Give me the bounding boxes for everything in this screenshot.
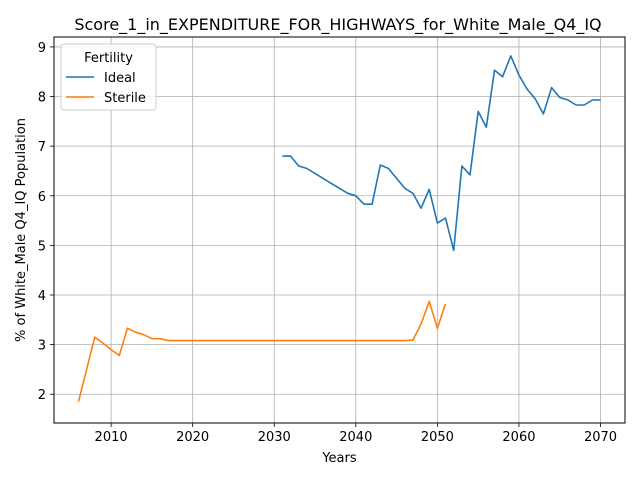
y-tick-label: 9 [38, 41, 46, 56]
x-axis: 2010 2020 2030 2040 2050 2060 2070 [95, 423, 617, 445]
y-tick-label: 7 [38, 140, 46, 155]
series-line-sterile [77, 300, 447, 402]
grid-lines [54, 37, 625, 423]
y-tick-label: 3 [38, 339, 46, 354]
y-tick-label: 5 [38, 239, 46, 254]
legend-box [60, 43, 157, 111]
plot-frame [53, 36, 626, 424]
y-tick-label: 4 [38, 289, 46, 304]
x-tick-label: 2030 [258, 430, 291, 445]
y-tick-label: 8 [38, 91, 46, 106]
x-tick-label: 2040 [339, 430, 372, 445]
y-axis: 2 3 4 5 6 7 8 9 [38, 41, 54, 403]
series-layer [77, 55, 601, 402]
y-tick-label: 2 [38, 388, 46, 403]
x-axis-label: Years [321, 451, 357, 466]
legend: Fertility Ideal Sterile [60, 43, 157, 111]
x-tick-label: 2050 [421, 430, 454, 445]
x-tick-label: 2070 [584, 430, 617, 445]
y-tick-label: 6 [38, 190, 46, 205]
legend-label-ideal: Ideal [104, 71, 136, 86]
legend-label-sterile: Sterile [104, 91, 146, 106]
y-axis-label: % of White_Male Q4_IQ Population [14, 118, 29, 342]
x-tick-label: 2060 [502, 430, 535, 445]
x-tick-label: 2010 [95, 430, 128, 445]
chart-title: Score_1_in_EXPENDITURE_FOR_HIGHWAYS_for_… [74, 15, 601, 35]
x-tick-label: 2020 [176, 430, 209, 445]
series-line-ideal [282, 55, 601, 252]
legend-title: Fertility [84, 51, 133, 66]
